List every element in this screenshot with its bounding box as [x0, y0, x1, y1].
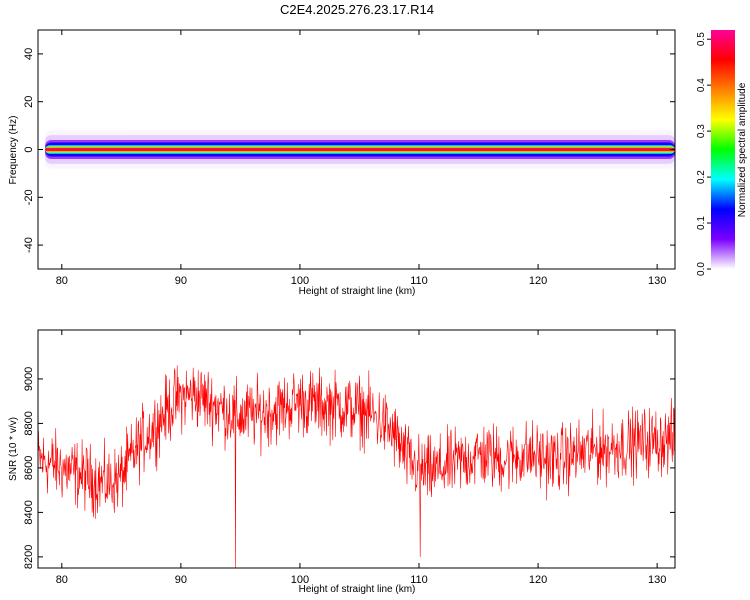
spectrogram-x-tick-label: 120	[529, 275, 547, 287]
colorbar: 0.0 0.1 0.2 0.3 0.4 0.5 Normalized spectral a…	[696, 30, 748, 276]
spectrogram-x-tick-label: 130	[648, 275, 666, 287]
spectrogram-y-tick-label: -20	[23, 189, 35, 205]
colorbar-scale	[711, 30, 735, 269]
snr-y-tick-label: 8600	[23, 456, 35, 480]
snr-y-tick-label: 8800	[23, 411, 35, 435]
colorbar-tick-label: 0.3	[696, 124, 707, 138]
snr-x-axis-label: Height of straight line (km)	[299, 584, 416, 595]
snr-x-tick-label: 110	[410, 574, 428, 586]
colorbar-tick-label: 0.1	[696, 216, 707, 230]
snr-y-ticks: 8200 8400 8600 8800 9000	[23, 367, 675, 569]
spectrogram-x-tick-label: 90	[175, 275, 187, 287]
spectrogram-y-axis-label: Frequency (Hz)	[8, 116, 19, 185]
colorbar-label: Normalized spectral amplitude	[737, 82, 748, 217]
snr-x-ticks: 80 90 100 110 120 130	[56, 330, 666, 586]
spectrogram-y-tick-label: 20	[23, 96, 35, 108]
spectrogram-x-axis-label: Height of straight line (km)	[299, 286, 416, 297]
snr-panel: 80 90 100 110 120 130 8200 8400 8600 8800 9000 He…	[8, 329, 676, 595]
spectrogram-band	[45, 130, 675, 169]
spectrogram-y-ticks: -40 -20 0 20 40	[23, 48, 675, 253]
snr-x-tick-label: 120	[529, 574, 547, 586]
snr-series-line	[38, 365, 675, 568]
spectrogram-x-ticks: 80 90 100 110 120 130	[56, 30, 666, 287]
spectrogram-x-tick-label: 100	[291, 275, 309, 287]
snr-x-tick-label: 80	[56, 574, 68, 586]
snr-frame	[37, 329, 676, 569]
colorbar-ticks: 0.0 0.1 0.2 0.3 0.4 0.5	[696, 32, 711, 276]
spectrogram-y-tick-label: 0	[23, 146, 35, 152]
figure-title: C2E4.2025.276.23.17.R14	[280, 2, 434, 17]
spectrogram-y-tick-label: -40	[23, 237, 35, 253]
colorbar-tick-label: 0.2	[696, 170, 707, 184]
snr-y-tick-label: 8400	[23, 500, 35, 524]
snr-x-tick-label: 90	[175, 574, 187, 586]
spectrogram-x-tick-label: 110	[410, 275, 428, 287]
colorbar-tick-label: 0.4	[696, 78, 707, 92]
snr-y-axis-label: SNR (10 * v/v)	[8, 417, 19, 481]
colorbar-tick-label: 0.5	[696, 32, 707, 46]
spectrogram-x-tick-label: 80	[56, 275, 68, 287]
snr-y-tick-label: 8200	[23, 545, 35, 569]
snr-y-tick-label: 9000	[23, 367, 35, 391]
spectrogram-band-level-9	[45, 148, 675, 151]
snr-x-tick-label: 100	[291, 574, 309, 586]
snr-plot-area	[38, 330, 675, 568]
colorbar-tick-label: 0.0	[696, 262, 707, 276]
spectrogram-y-tick-label: 40	[23, 48, 35, 60]
spectrogram-panel: 80 90 100 110 120 130 -40 -20 0 20 40 Height of s…	[8, 29, 676, 297]
snr-series	[38, 365, 675, 568]
snr-x-tick-label: 130	[648, 574, 666, 586]
